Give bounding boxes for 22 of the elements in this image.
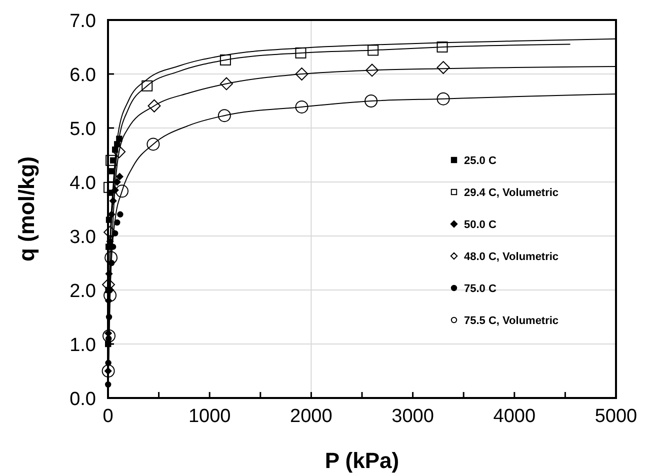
x-tick-label: 4000 [493,406,536,427]
x-tick-label: 5000 [594,406,638,427]
y-tick-label: 7.0 [70,11,96,32]
y-tick-label: 3.0 [70,227,96,248]
x-tick-label: 3000 [392,406,434,427]
legend-label: 25.0 C [464,155,496,167]
legend-label: 75.5 C, Volumetric [464,315,559,327]
y-tick-label: 5.0 [70,119,96,140]
legend-label: 29.4 C, Volumetric [464,187,559,199]
legend-label: 50.0 C [464,219,496,231]
x-axis-title: P (kPa) [324,448,400,473]
y-tick-label: 4.0 [70,173,96,194]
y-tick-label: 0.0 [70,389,96,410]
legend-label: 75.0 C [464,283,496,295]
legend-label: 48.0 C, Volumetric [464,251,559,263]
y-tick-label: 2.0 [70,281,96,302]
y-axis-title: q (mol/kg) [14,156,39,262]
y-tick-label: 1.0 [70,335,96,356]
y-tick-label: 6.0 [70,65,96,86]
x-tick-label: 0 [102,406,114,427]
x-tick-label: 1000 [188,406,231,427]
x-tick-label: 2000 [290,406,332,427]
